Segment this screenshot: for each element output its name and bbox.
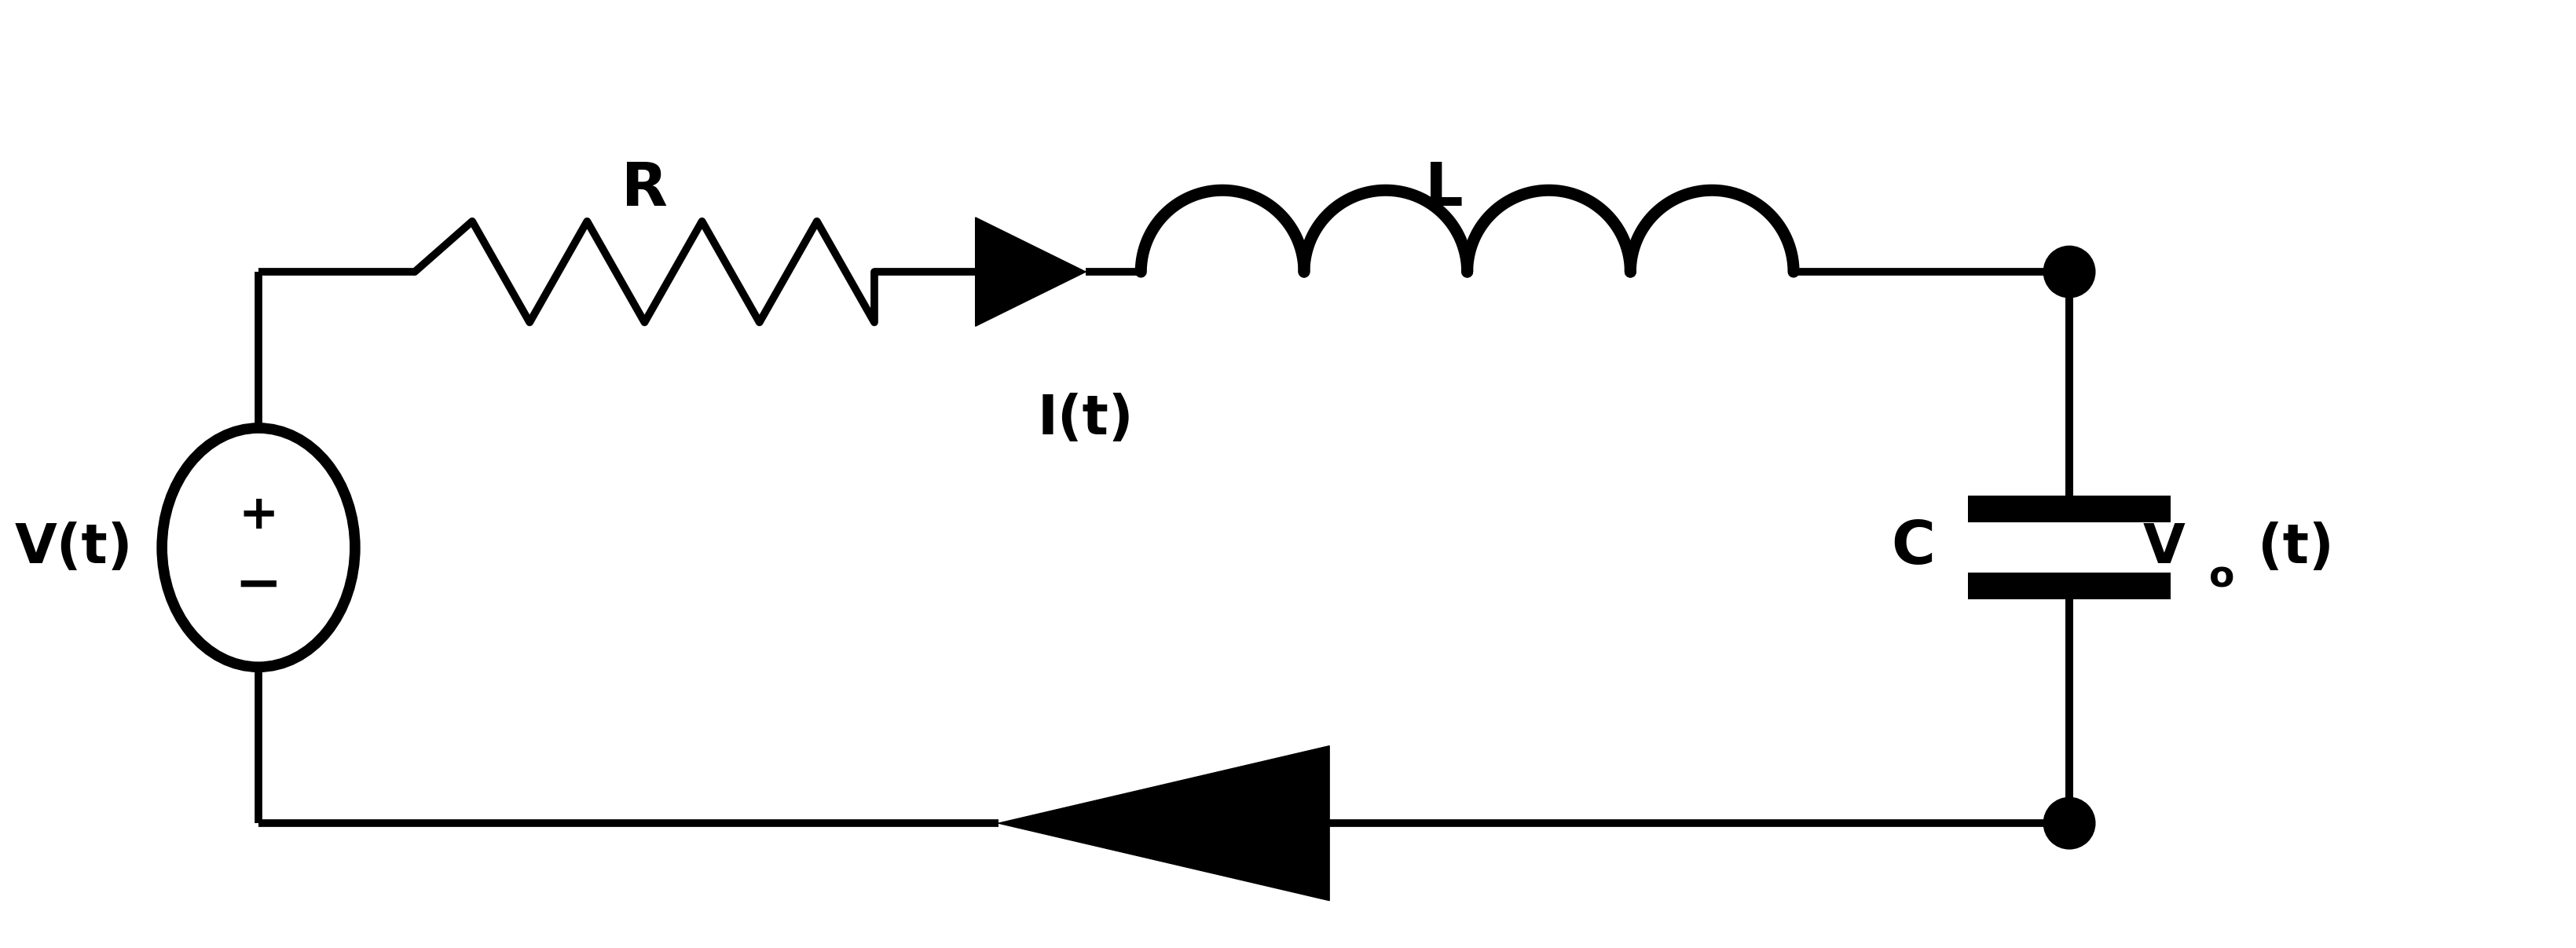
Text: C: C <box>1891 519 1935 576</box>
Text: R: R <box>621 160 667 218</box>
Text: o: o <box>2210 559 2233 594</box>
Polygon shape <box>999 746 1329 901</box>
Text: I(t): I(t) <box>1038 392 1133 446</box>
Text: V(t): V(t) <box>15 521 134 574</box>
Text: +: + <box>240 492 278 538</box>
Text: −: − <box>234 559 283 613</box>
Text: (t): (t) <box>2257 521 2334 574</box>
Circle shape <box>2043 246 2094 298</box>
Text: V: V <box>2143 521 2184 574</box>
Text: L: L <box>1425 160 1463 218</box>
Circle shape <box>2043 797 2094 849</box>
Polygon shape <box>976 217 1084 326</box>
